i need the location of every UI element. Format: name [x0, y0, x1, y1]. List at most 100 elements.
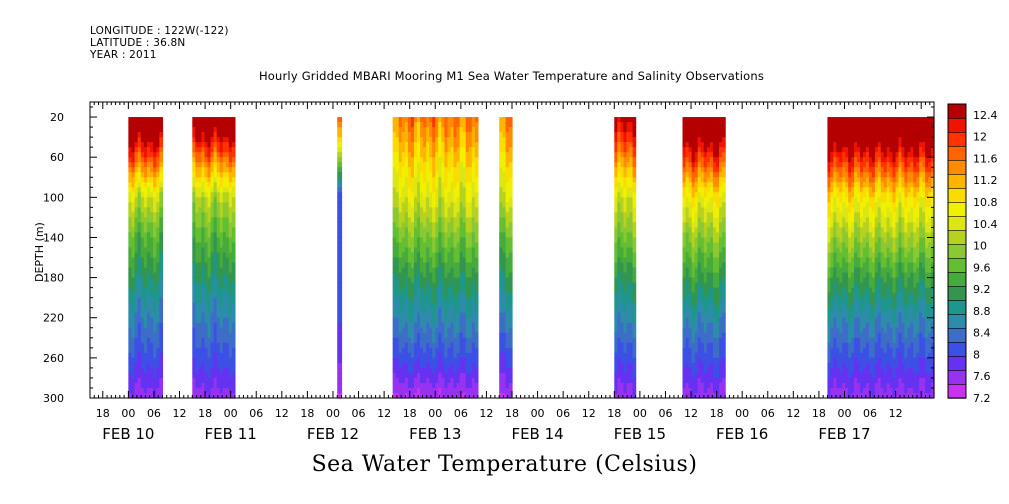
temperature-cell: [337, 117, 343, 123]
temperature-cell: [691, 357, 696, 364]
temperature-cell: [697, 372, 702, 379]
temperature-cell: [716, 247, 720, 254]
temperature-cell: [337, 242, 343, 249]
temperature-cell: [213, 222, 218, 229]
temperature-cell: [159, 162, 164, 168]
temperature-cell: [474, 312, 479, 319]
temperature-cell: [337, 212, 343, 218]
temperature-cell: [830, 342, 834, 349]
temperature-cell: [471, 207, 476, 213]
temperature-cell: [159, 272, 164, 279]
temperature-cell: [429, 247, 433, 254]
temperature-cell: [213, 362, 218, 369]
temperature-cell: [447, 227, 452, 234]
temperature-cell: [219, 262, 224, 269]
temperature-cell: [450, 367, 455, 374]
temperature-cell: [632, 132, 637, 138]
temperature-cell: [441, 247, 445, 254]
temperature-cell: [395, 342, 400, 349]
temperature-cell: [441, 372, 445, 379]
temperature-cell: [395, 317, 400, 324]
temperature-cell: [508, 212, 513, 218]
temperature-cell: [228, 247, 233, 254]
temperature-cell: [716, 302, 720, 309]
temperature-cell: [508, 372, 513, 379]
temperature-cell: [231, 292, 236, 299]
temperature-cell: [854, 262, 858, 269]
temperature-cell: [617, 137, 621, 143]
temperature-cell: [198, 222, 203, 229]
temperature-cell: [471, 192, 476, 198]
temperature-cell: [192, 257, 196, 264]
temperature-cell: [407, 347, 412, 354]
temperature-cell: [830, 257, 834, 264]
temperature-cell: [216, 382, 221, 389]
temperature-cell: [140, 137, 145, 143]
temperature-cell: [222, 257, 227, 264]
temperature-cell: [614, 117, 618, 123]
temperature-cell: [697, 237, 702, 244]
temperature-cell: [432, 382, 436, 389]
temperature-cell: [407, 302, 412, 309]
temperature-cell: [688, 377, 693, 384]
temperature-cell: [700, 382, 705, 389]
temperature-cell: [131, 357, 136, 364]
temperature-cell: [719, 237, 723, 244]
temperature-cell: [213, 177, 218, 183]
temperature-cell: [228, 157, 233, 163]
temperature-cell: [833, 277, 837, 284]
temperature-cell: [222, 327, 227, 334]
temperature-cell: [398, 282, 403, 289]
temperature-cell: [204, 307, 209, 314]
temperature-cell: [225, 132, 230, 138]
temperature-cell: [225, 192, 230, 198]
temperature-cell: [438, 117, 442, 123]
temperature-cell: [712, 292, 717, 299]
temperature-cell: [459, 177, 464, 183]
temperature-cell: [198, 312, 203, 319]
temperature-cell: [854, 182, 858, 188]
temperature-cell: [697, 302, 702, 309]
temperature-cell: [195, 312, 199, 319]
temperature-cell: [499, 127, 504, 133]
temperature-cell: [210, 392, 215, 399]
temperature-cell: [159, 207, 164, 213]
temperature-cell: [620, 357, 625, 364]
temperature-cell: [395, 187, 400, 193]
temperature-cell: [444, 202, 449, 208]
temperature-cell: [195, 277, 199, 284]
temperature-cell: [128, 332, 133, 339]
temperature-cell: [685, 307, 690, 314]
temperature-cell: [694, 132, 699, 138]
temperature-cell: [700, 197, 705, 203]
temperature-cell: [474, 252, 479, 259]
temperature-cell: [131, 217, 136, 224]
temperature-cell: [851, 337, 855, 344]
temperature-cell: [827, 362, 831, 369]
temperature-cell: [219, 172, 224, 178]
temperature-cell: [225, 252, 230, 259]
temperature-cell: [854, 267, 858, 274]
temperature-cell: [697, 182, 702, 188]
temperature-cell: [854, 162, 858, 168]
temperature-cell: [459, 192, 464, 198]
temperature-cell: [216, 392, 221, 399]
temperature-cell: [143, 227, 148, 234]
temperature-cell: [213, 337, 218, 344]
temperature-cell: [146, 127, 151, 133]
temperature-cell: [404, 362, 409, 369]
temperature-cell: [143, 257, 148, 264]
temperature-cell: [830, 147, 834, 153]
temperature-cell: [413, 342, 418, 349]
temperature-cell: [398, 227, 403, 234]
temperature-cell: [410, 347, 415, 354]
temperature-cell: [198, 352, 203, 359]
temperature-cell: [842, 217, 846, 224]
temperature-cell: [134, 187, 139, 193]
temperature-cell: [441, 322, 445, 329]
temperature-cell: [395, 222, 400, 229]
temperature-cell: [441, 387, 445, 394]
temperature-cell: [629, 137, 634, 143]
temperature-cell: [447, 367, 452, 374]
temperature-cell: [508, 377, 513, 384]
